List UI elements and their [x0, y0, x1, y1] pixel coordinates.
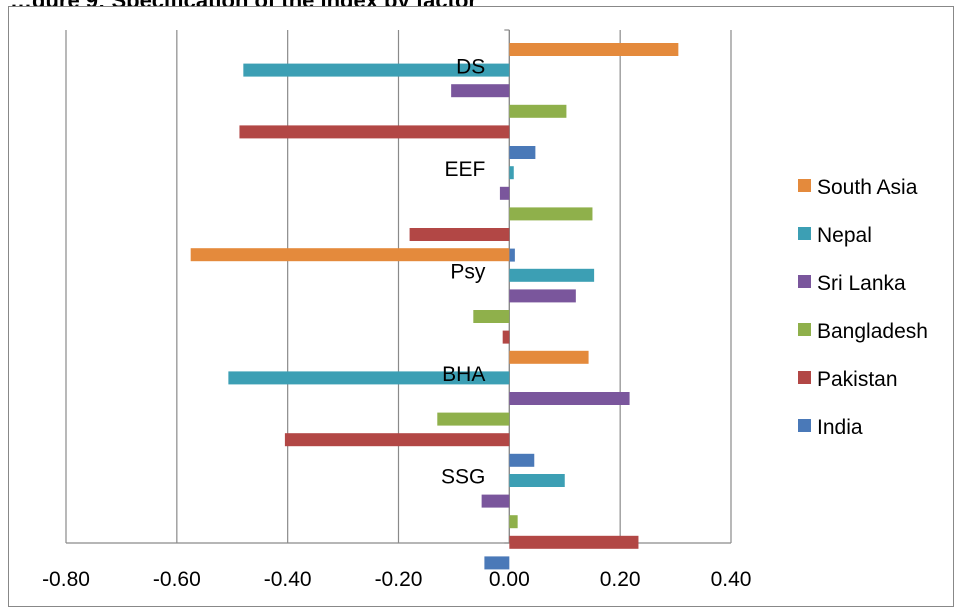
legend-label: Pakistan: [817, 368, 898, 391]
legend-swatch: [798, 419, 811, 432]
bar-ds-pakistan: [239, 125, 510, 139]
legend-label: South Asia: [817, 176, 918, 199]
x-tick-label: -0.40: [264, 568, 312, 591]
bar-bha-pakistan: [284, 433, 510, 447]
legend-swatch: [798, 323, 811, 336]
bar-psy-south-asia: [190, 248, 510, 262]
bar-bha-bangladesh: [437, 412, 510, 426]
bar-ssg-india: [484, 556, 510, 570]
chart-frame: [8, 6, 954, 607]
bar-ds-nepal: [243, 63, 510, 77]
legend-swatch: [798, 275, 811, 288]
bar-bha-nepal: [228, 371, 510, 385]
legend-label: Nepal: [817, 224, 872, 247]
legend-label: Sri Lanka: [817, 272, 906, 295]
x-tick-label: 0.40: [711, 568, 752, 591]
category-label: SSG: [441, 466, 485, 489]
category-label: DS: [456, 55, 485, 78]
bar-eef-bangladesh: [509, 207, 593, 221]
bar-ssg-bangladesh: [509, 515, 518, 529]
x-tick-label: -0.60: [153, 568, 201, 591]
bar-eef-india: [509, 248, 515, 262]
legend-label: Bangladesh: [817, 320, 928, 343]
legend-swatch: [798, 371, 811, 384]
category-label: EEF: [444, 158, 485, 181]
bar-bha-sri-lanka: [509, 392, 630, 405]
bar-ds-south-asia: [509, 43, 679, 56]
x-tick-label: -0.20: [375, 568, 423, 591]
bar-psy-sri-lanka: [509, 289, 576, 303]
legend-label: India: [817, 416, 863, 439]
bar-ssg-nepal: [509, 474, 565, 487]
bar-ssg-sri-lanka: [481, 494, 510, 508]
bar-eef-sri-lanka: [499, 186, 510, 200]
bar-psy-bangladesh: [473, 310, 510, 323]
bar-psy-pakistan: [502, 330, 510, 344]
bar-ds-sri-lanka: [451, 84, 510, 98]
x-tick-label: 0.00: [489, 568, 530, 591]
legend-swatch: [798, 227, 811, 240]
category-label: BHA: [442, 363, 485, 386]
bar-eef-nepal: [509, 166, 514, 180]
x-tick-label: -0.80: [42, 568, 90, 591]
bar-psy-nepal: [509, 268, 595, 282]
category-label: Psy: [450, 261, 486, 284]
bar-bha-south-asia: [509, 350, 589, 364]
x-tick-label: 0.20: [600, 568, 641, 591]
bar-ds-bangladesh: [509, 104, 567, 118]
bar-eef-pakistan: [409, 228, 510, 241]
legend-swatch: [798, 179, 811, 192]
bar-ds-india: [509, 146, 536, 159]
bar-ssg-pakistan: [509, 535, 639, 549]
bar-bha-india: [509, 453, 535, 467]
